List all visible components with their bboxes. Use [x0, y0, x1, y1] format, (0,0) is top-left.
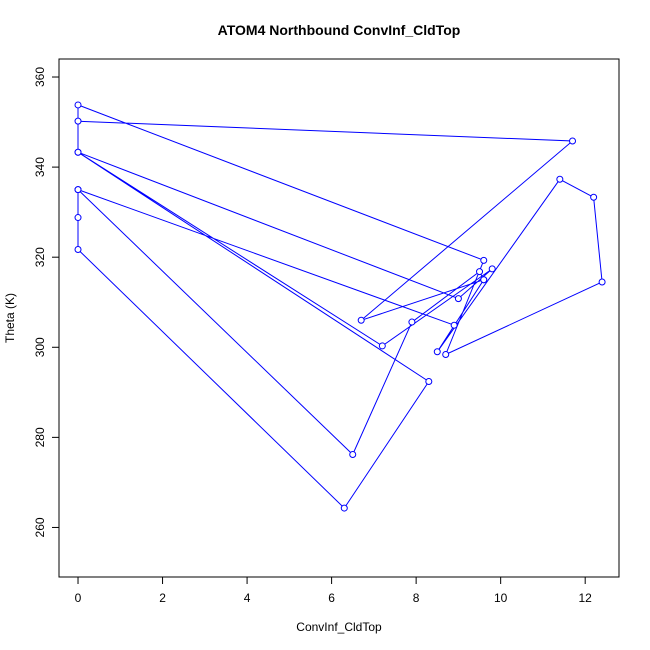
data-point	[569, 137, 577, 145]
data-point	[74, 101, 82, 109]
data-point	[74, 214, 82, 222]
y-tick-label: 360	[33, 67, 47, 87]
x-tick-label: 10	[494, 591, 508, 605]
data-point	[74, 186, 82, 194]
data-point	[488, 265, 496, 273]
data-point	[74, 117, 82, 125]
x-tick-label: 0	[75, 591, 82, 605]
x-tick-label: 4	[244, 591, 251, 605]
data-point	[378, 342, 386, 350]
data-point	[476, 268, 484, 276]
y-tick-label: 280	[33, 427, 47, 447]
y-axis: 260 280 300 320 340 360	[33, 67, 60, 537]
data-point	[454, 295, 462, 303]
x-tick-label: 8	[413, 591, 420, 605]
x-tick-label: 6	[328, 591, 335, 605]
data-point	[556, 175, 564, 183]
data-point	[442, 350, 450, 358]
series-layer	[74, 101, 606, 512]
data-point	[480, 276, 488, 284]
data-point	[433, 348, 441, 356]
data-point	[598, 278, 606, 286]
data-point	[450, 321, 458, 329]
y-axis-label: Theta (K)	[3, 293, 17, 343]
y-tick-label: 340	[33, 157, 47, 177]
data-point	[357, 316, 365, 324]
data-point	[480, 256, 488, 264]
data-point	[590, 193, 598, 201]
data-point	[425, 378, 433, 386]
x-tick-label: 12	[579, 591, 593, 605]
chart-title: ATOM4 Northbound ConvInf_CldTop	[218, 22, 461, 38]
data-point	[340, 504, 348, 512]
y-tick-label: 300	[33, 337, 47, 357]
y-tick-label: 320	[33, 247, 47, 267]
x-axis: 0 2 4 6 8 10 12	[75, 576, 593, 605]
x-tick-label: 2	[159, 591, 166, 605]
data-point	[74, 148, 82, 156]
data-point	[349, 450, 357, 458]
y-tick-label: 260	[33, 517, 47, 537]
data-point	[408, 318, 416, 326]
x-axis-label: ConvInf_CldTop	[296, 620, 382, 634]
data-point	[74, 246, 82, 254]
